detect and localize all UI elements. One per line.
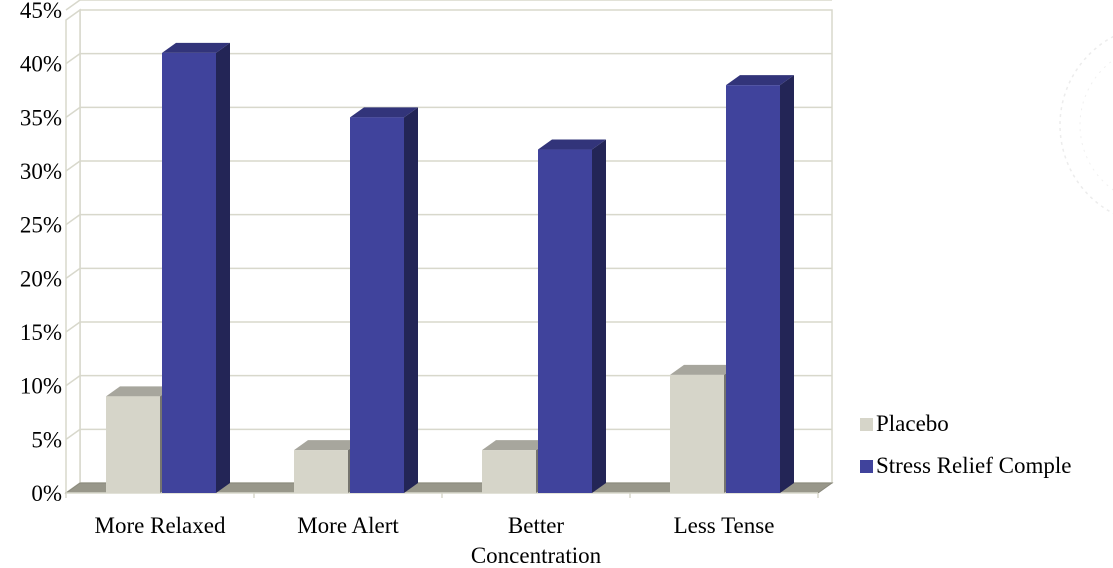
watermark-ring bbox=[1059, 35, 1113, 215]
bar-top bbox=[162, 42, 230, 53]
x-tick-label: Concentration bbox=[471, 543, 602, 568]
y-tick-label: 10% bbox=[20, 374, 62, 399]
legend-swatch bbox=[860, 418, 873, 431]
bar-front bbox=[350, 117, 404, 493]
gridline-side bbox=[65, 321, 81, 333]
bar bbox=[538, 139, 606, 494]
bar-side bbox=[592, 139, 606, 494]
x-tick-label: Better bbox=[508, 513, 565, 538]
bar-front bbox=[670, 374, 724, 493]
y-tick-label: 45% bbox=[20, 0, 62, 23]
gridline-side bbox=[65, 0, 81, 11]
legend: Placebo Stress Relief Comple bbox=[860, 411, 1071, 478]
bar bbox=[726, 75, 794, 493]
gridline-side bbox=[65, 375, 81, 387]
gridline-side bbox=[65, 160, 81, 172]
bar-top bbox=[106, 386, 174, 397]
bar-top bbox=[670, 364, 738, 375]
bar-front bbox=[294, 450, 348, 493]
x-tick-label: More Alert bbox=[297, 513, 399, 538]
gridline-side bbox=[65, 214, 81, 226]
bar bbox=[162, 42, 230, 493]
bar-top bbox=[726, 75, 794, 86]
bar-front bbox=[726, 85, 780, 493]
legend-label: Stress Relief Comple bbox=[876, 453, 1071, 478]
legend-label: Placebo bbox=[876, 411, 949, 436]
x-tick-label: More Relaxed bbox=[95, 513, 226, 538]
gridline-side bbox=[65, 53, 81, 65]
gridline-side bbox=[65, 106, 81, 118]
legend-item: Stress Relief Comple bbox=[860, 453, 1071, 478]
y-tick-label: 35% bbox=[20, 105, 62, 130]
y-tick-label: 25% bbox=[20, 213, 62, 238]
bar-front bbox=[482, 450, 536, 493]
bar bbox=[294, 440, 362, 493]
bar-front bbox=[106, 396, 160, 493]
bar-front bbox=[538, 149, 592, 494]
y-tick-label: 40% bbox=[20, 52, 62, 77]
bars bbox=[106, 42, 794, 494]
bar-side bbox=[216, 42, 230, 493]
y-tick-label: 15% bbox=[20, 320, 62, 345]
bar-side bbox=[404, 107, 418, 493]
bar-side bbox=[780, 75, 794, 493]
y-tick-label: 20% bbox=[20, 266, 62, 291]
bar-top bbox=[482, 440, 550, 451]
y-tick-label: 0% bbox=[31, 481, 62, 506]
x-axis-labels: More Relaxed More Alert Better Concentratio… bbox=[65, 493, 819, 568]
bar-front bbox=[162, 52, 216, 493]
x-tick-label: Less Tense bbox=[674, 513, 775, 538]
bar-top bbox=[538, 139, 606, 150]
bar bbox=[350, 107, 418, 493]
y-tick-label: 30% bbox=[20, 159, 62, 184]
y-axis-ticks: 0% 5% 10% 15% 20% 25% 30% 35% 40% 45% bbox=[20, 0, 62, 506]
watermark-ring-inner bbox=[1079, 59, 1113, 191]
gridline-side bbox=[65, 428, 81, 440]
y-tick-label: 5% bbox=[31, 427, 62, 452]
legend-swatch bbox=[860, 460, 873, 473]
side-wall bbox=[65, 8, 81, 495]
gridline-side bbox=[65, 267, 81, 279]
bar-top bbox=[350, 107, 418, 118]
bar-top bbox=[294, 440, 362, 451]
watermark-decoration bbox=[1059, 35, 1113, 215]
legend-item: Placebo bbox=[860, 411, 949, 436]
